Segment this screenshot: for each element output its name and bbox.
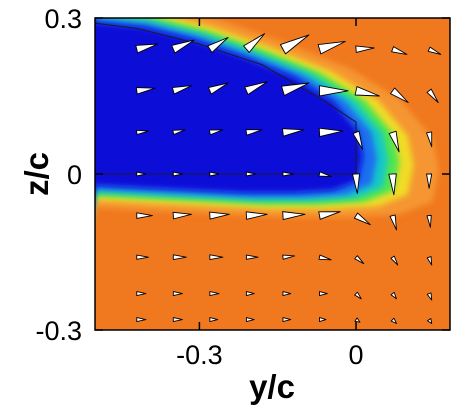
velocity-vector-6 — [317, 40, 346, 55]
y-axis-ticks: -0.3 0 0.3 — [35, 4, 450, 346]
velocity-vector-65 — [172, 317, 183, 323]
velocity-vector-44 — [389, 214, 397, 231]
velocity-vector-16 — [354, 86, 380, 97]
velocity-vector-7 — [355, 45, 375, 53]
velocity-vector-64 — [136, 317, 147, 323]
velocity-vector-3 — [207, 37, 229, 53]
velocity-vector-23 — [282, 128, 305, 137]
velocity-vector-71 — [390, 317, 397, 324]
velocity-vector-69 — [319, 317, 327, 323]
velocity-vector-36 — [426, 173, 433, 189]
velocity-vector-25 — [352, 130, 363, 150]
velocity-vector-1 — [135, 43, 159, 54]
velocity-vector-61 — [354, 291, 362, 300]
velocity-vector-4 — [243, 33, 266, 53]
velocity-vector-51 — [318, 254, 332, 261]
velocity-vector-55 — [136, 291, 147, 297]
velocity-vector-15 — [319, 85, 349, 97]
velocity-vector-5 — [279, 34, 310, 55]
velocity-vector-40 — [245, 211, 268, 220]
velocity-vector-46 — [136, 254, 149, 260]
velocity-vector-49 — [245, 254, 259, 260]
velocity-vector-50 — [282, 254, 296, 260]
velocity-vector-21 — [208, 129, 224, 136]
velocity-vector-22 — [245, 129, 263, 136]
velocity-vector-70 — [354, 317, 361, 323]
velocity-vector-13 — [244, 81, 268, 95]
velocity-vector-52 — [354, 255, 365, 265]
velocity-vector-58 — [245, 291, 255, 297]
velocity-vector-66 — [209, 317, 219, 323]
y-axis-label: z/c — [18, 152, 55, 196]
velocity-vector-60 — [319, 291, 328, 297]
velocity-vector-34 — [352, 173, 360, 194]
velocity-vector-57 — [209, 291, 220, 297]
velocity-vector-43 — [353, 212, 371, 226]
contour-field — [95, 18, 439, 218]
velocity-vector-37 — [136, 212, 153, 219]
velocity-vector-14 — [281, 82, 310, 96]
x-tick-label: -0.3 — [176, 340, 223, 370]
velocity-vector-18 — [426, 88, 439, 103]
velocity-vector-32 — [282, 171, 294, 177]
velocity-vector-54 — [426, 256, 433, 266]
y-tick-label: 0.3 — [44, 4, 82, 34]
velocity-vector-33 — [318, 171, 332, 178]
velocity-vector-72 — [427, 318, 433, 324]
x-axis-ticks: -0.3 0 — [176, 18, 364, 370]
velocity-vector-11 — [171, 85, 192, 95]
velocity-vector-59 — [282, 291, 292, 297]
x-axis-label: y/c — [249, 368, 295, 405]
velocity-vector-39 — [209, 211, 230, 220]
velocity-vector-10 — [135, 87, 156, 95]
velocity-vector-41 — [282, 211, 306, 221]
velocity-vector-53 — [390, 255, 399, 266]
velocity-vector-45 — [426, 214, 432, 228]
velocity-vector-68 — [282, 317, 292, 323]
velocity-vector-47 — [172, 254, 187, 260]
velocity-vector-2 — [171, 39, 195, 54]
contour-band-6 — [95, 22, 363, 193]
velocity-vector-62 — [390, 291, 397, 300]
velocity-vectors — [135, 33, 442, 324]
velocity-vector-20 — [172, 129, 186, 135]
velocity-vector-12 — [207, 82, 229, 95]
wing-outline — [94, 22, 357, 175]
velocity-vector-30 — [209, 171, 220, 177]
velocity-vector-48 — [209, 254, 224, 260]
velocity-vector-29 — [172, 171, 183, 177]
velocity-vector-17 — [390, 87, 409, 103]
x-tick-label: 0 — [349, 340, 364, 370]
velocity-vector-31 — [245, 171, 256, 177]
velocity-vector-19 — [136, 129, 149, 135]
velocity-vector-35 — [388, 173, 397, 196]
velocity-vector-56 — [172, 291, 183, 297]
velocity-vector-42 — [318, 211, 341, 220]
y-tick-label: -0.3 — [35, 316, 82, 346]
velocity-vector-38 — [172, 211, 192, 220]
velocity-vector-63 — [426, 292, 433, 301]
y-tick-label: 0 — [67, 160, 82, 190]
velocity-vector-27 — [426, 131, 433, 148]
velocity-vector-67 — [245, 317, 255, 323]
velocity-vector-8 — [391, 46, 408, 55]
velocity-vector-9 — [427, 46, 442, 55]
velocity-vector-28 — [136, 171, 147, 177]
velocity-vector-26 — [388, 130, 400, 153]
velocity-vector-24 — [318, 127, 344, 138]
